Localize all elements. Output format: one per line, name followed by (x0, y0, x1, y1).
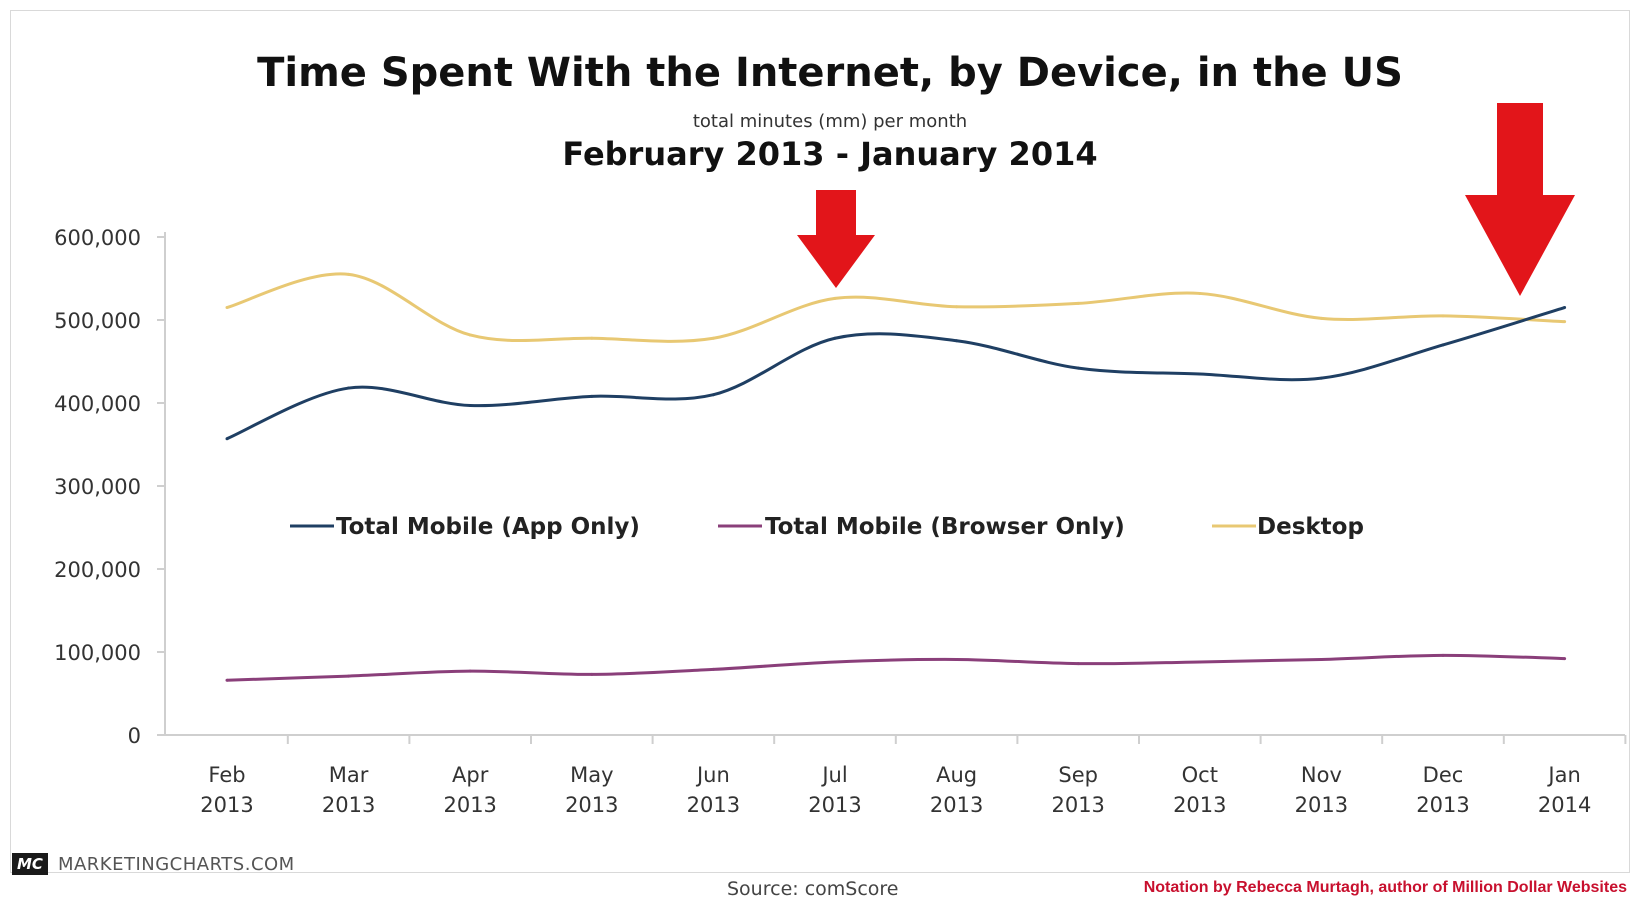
data-point-total-mobile-app-only (590, 394, 594, 398)
x-tick-label: 2014 (1538, 793, 1591, 817)
x-tick-label: Apr (452, 763, 489, 787)
data-point-total-mobile-app-only (225, 437, 229, 441)
brand-site: MARKETINGCHARTS.COM (57, 853, 295, 875)
data-point-desktop (711, 336, 715, 340)
data-point-desktop (1441, 314, 1445, 318)
data-point-desktop (590, 336, 594, 340)
x-tick-label: Oct (1182, 763, 1218, 787)
chart-title: Time Spent With the Internet, by Device,… (257, 50, 1403, 96)
y-tick-label: 500,000 (54, 309, 141, 333)
data-point-desktop (347, 272, 351, 276)
series-lines (225, 272, 1567, 682)
data-point-total-mobile-browser-only (711, 667, 715, 671)
annotation-arrow-down-icon (1465, 103, 1575, 296)
series-line-total-mobile-browser-only (226, 653, 1565, 682)
x-tick-label: Mar (329, 763, 369, 787)
chart-frame (10, 10, 1630, 873)
annotation-arrow-down-icon (797, 190, 875, 288)
data-point-total-mobile-app-only (1076, 366, 1080, 370)
x-tick-label: Dec (1423, 763, 1464, 787)
data-point-desktop (1319, 316, 1323, 320)
y-tick-label: 200,000 (54, 558, 141, 582)
source-note: Source: comScore (727, 878, 899, 900)
data-point-total-mobile-browser-only (347, 674, 351, 678)
x-axis-ticks: Feb 2013 Mar 2013 Apr 2013 May 2013 Jun 2013 Jul 20… (200, 735, 1627, 817)
data-point-total-mobile-browser-only (833, 660, 837, 664)
data-point-total-mobile-app-only (468, 403, 472, 407)
series-line-total-mobile-app-only (226, 306, 1566, 441)
x-tick-label: 2013 (687, 793, 740, 817)
x-tick-label: Nov (1301, 763, 1342, 787)
annotations (797, 103, 1575, 296)
data-point-total-mobile-app-only (1563, 306, 1567, 310)
data-point-desktop (225, 306, 229, 310)
legend-label-desktop: Desktop (1257, 514, 1364, 540)
data-point-total-mobile-app-only (1198, 372, 1202, 376)
chart-date-range: February 2013 - January 2014 (562, 135, 1098, 173)
data-point-total-mobile-browser-only (468, 669, 472, 673)
legend-label-total-mobile-app-only: Total Mobile (App Only) (336, 514, 640, 540)
data-point-total-mobile-app-only (833, 336, 837, 340)
data-point-total-mobile-app-only (347, 386, 351, 390)
data-point-desktop (1563, 320, 1567, 324)
x-tick-label: Jun (695, 763, 730, 787)
x-tick-label: 2013 (930, 793, 983, 817)
legend-label-total-mobile-browser-only: Total Mobile (Browser Only) (765, 514, 1125, 540)
x-tick-label: May (570, 763, 613, 787)
data-point-total-mobile-browser-only (225, 678, 229, 682)
brand-logo: MC (12, 853, 48, 875)
data-point-total-mobile-app-only (1319, 376, 1323, 380)
data-point-desktop (468, 333, 472, 337)
x-tick-label: Sep (1058, 763, 1098, 787)
data-point-total-mobile-browser-only (1563, 657, 1567, 661)
y-tick-label: 300,000 (54, 475, 141, 499)
brand: MC MARKETINGCHARTS.COM (12, 852, 295, 876)
x-tick-label: 2013 (443, 793, 496, 817)
data-point-desktop (1076, 301, 1080, 305)
x-tick-label: 2013 (1051, 793, 1104, 817)
x-tick-label: 2013 (200, 793, 253, 817)
series-line-desktop (226, 272, 1565, 343)
x-tick-label: 2013 (1295, 793, 1348, 817)
data-point-total-mobile-browser-only (1441, 653, 1445, 657)
notation-note: Notation by Rebecca Murtagh, author of M… (1143, 879, 1627, 896)
x-tick-label: Jan (1546, 763, 1580, 787)
y-tick-label: 0 (128, 724, 141, 748)
x-tick-label: 2013 (322, 793, 375, 817)
x-tick-label: Aug (936, 763, 977, 787)
chart-subtitle: total minutes (mm) per month (692, 111, 968, 132)
data-point-desktop (955, 305, 959, 309)
data-point-total-mobile-browser-only (590, 672, 594, 676)
data-point-total-mobile-browser-only (1198, 660, 1202, 664)
data-point-total-mobile-app-only (955, 339, 959, 343)
data-point-total-mobile-app-only (1441, 343, 1445, 347)
data-point-total-mobile-app-only (711, 393, 715, 397)
data-point-total-mobile-browser-only (1076, 662, 1080, 666)
y-tick-label: 600,000 (54, 226, 141, 250)
x-tick-label: 2013 (565, 793, 618, 817)
data-point-total-mobile-browser-only (1319, 657, 1323, 661)
y-tick-label: 100,000 (54, 641, 141, 665)
x-tick-label: 2013 (1416, 793, 1469, 817)
y-tick-label: 400,000 (54, 392, 141, 416)
data-point-desktop (1198, 291, 1202, 295)
x-tick-label: 2013 (1173, 793, 1226, 817)
data-point-total-mobile-browser-only (955, 657, 959, 661)
legend: Total Mobile (App Only) Total Mobile (Bro… (290, 514, 1364, 540)
x-tick-label: Feb (208, 763, 245, 787)
y-axis-ticks: 0 100,000 200,000 300,000 400,000 500,000 600,… (54, 226, 165, 748)
x-tick-label: Jul (820, 763, 847, 787)
x-tick-label: 2013 (808, 793, 861, 817)
data-point-desktop (833, 296, 837, 300)
